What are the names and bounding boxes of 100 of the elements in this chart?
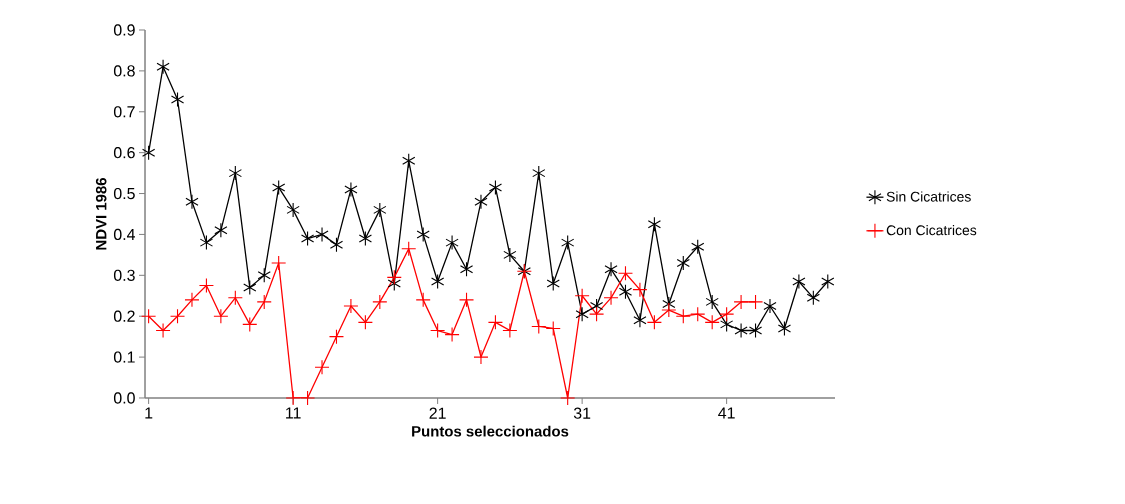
- point: [343, 298, 359, 314]
- point: [156, 59, 170, 75]
- y-tick-label: 0.6: [113, 147, 135, 159]
- point: [821, 273, 835, 289]
- point: [632, 282, 648, 298]
- point: [155, 322, 171, 339]
- point: [487, 314, 503, 330]
- point: [561, 235, 575, 251]
- y-tick-label: 0.2: [113, 310, 135, 322]
- point: [242, 316, 258, 332]
- legend-label: Sin Cicatrices: [886, 191, 971, 202]
- point: [256, 294, 272, 310]
- x-tick-label: 41: [718, 407, 735, 419]
- point: [532, 165, 546, 181]
- point: [184, 292, 200, 308]
- point: [545, 320, 561, 337]
- point: [170, 91, 185, 108]
- point: [675, 308, 691, 324]
- point: [560, 390, 576, 406]
- point: [169, 308, 186, 324]
- point: [646, 314, 662, 330]
- y-tick-label: 0.1: [113, 351, 135, 363]
- point: [185, 194, 199, 210]
- x-tick-label: 1: [145, 407, 153, 419]
- x-axis-title: Puntos seleccionados: [412, 425, 569, 437]
- point: [589, 306, 605, 322]
- x-tick-label: 21: [429, 407, 446, 419]
- point: [647, 216, 661, 232]
- point: [314, 359, 330, 375]
- point: [315, 226, 329, 242]
- y-tick-label: 0.7: [113, 106, 135, 118]
- point: [141, 308, 157, 324]
- point: [430, 322, 446, 339]
- point: [257, 267, 271, 283]
- point: [228, 165, 242, 181]
- point: [445, 235, 459, 251]
- point: [386, 269, 402, 285]
- point: [661, 302, 677, 318]
- point: [617, 265, 634, 281]
- point: [546, 275, 560, 292]
- point: [285, 390, 301, 406]
- point: [198, 277, 214, 294]
- y-tick-label: 0.3: [113, 269, 135, 281]
- point: [704, 314, 720, 330]
- point: [733, 294, 749, 310]
- point: [633, 312, 647, 328]
- x-tick-label: 31: [573, 407, 591, 419]
- point: [272, 179, 286, 195]
- point: [734, 322, 748, 339]
- point: [227, 290, 243, 306]
- point: [415, 292, 431, 308]
- y-tick-label: 0.9: [113, 24, 135, 36]
- point: [199, 235, 214, 251]
- point: [574, 288, 590, 304]
- point: [603, 290, 619, 306]
- point: [329, 237, 344, 253]
- point: [763, 298, 777, 314]
- point: [271, 255, 287, 271]
- y-tick-label: 0.4: [113, 228, 136, 241]
- point: [503, 247, 517, 263]
- point: [806, 290, 820, 306]
- point: [372, 294, 388, 310]
- y-tick-label: 0.5: [113, 187, 135, 200]
- point: [488, 179, 503, 195]
- point: [213, 308, 229, 324]
- point: [719, 306, 735, 322]
- point: [401, 241, 417, 257]
- point: [748, 322, 763, 339]
- point: [502, 322, 518, 339]
- point: [705, 294, 719, 310]
- legend-label: Con Cicatrices: [886, 224, 977, 236]
- point: [357, 314, 373, 330]
- point: [344, 181, 358, 197]
- point: [473, 349, 489, 365]
- point: [531, 318, 547, 334]
- point: [402, 153, 416, 169]
- point: [142, 145, 156, 161]
- point: [373, 202, 387, 218]
- point: [690, 306, 706, 322]
- point: [243, 280, 257, 296]
- point: [300, 390, 316, 406]
- point: [676, 255, 690, 271]
- point: [792, 273, 806, 289]
- point: [459, 261, 474, 277]
- point: [458, 292, 475, 308]
- point: [691, 239, 705, 255]
- point: [474, 194, 488, 210]
- point: [286, 202, 300, 218]
- x-tick-label: 11: [286, 407, 301, 419]
- point: [328, 329, 345, 345]
- y-tick-label: 0.8: [113, 65, 135, 77]
- y-axis-title: NDVI 1986: [95, 178, 107, 250]
- point: [747, 294, 764, 310]
- point: [214, 222, 228, 238]
- point: [444, 327, 460, 343]
- point: [300, 230, 315, 247]
- point: [416, 226, 430, 242]
- point: [618, 284, 633, 300]
- point: [777, 320, 792, 337]
- point: [431, 273, 445, 289]
